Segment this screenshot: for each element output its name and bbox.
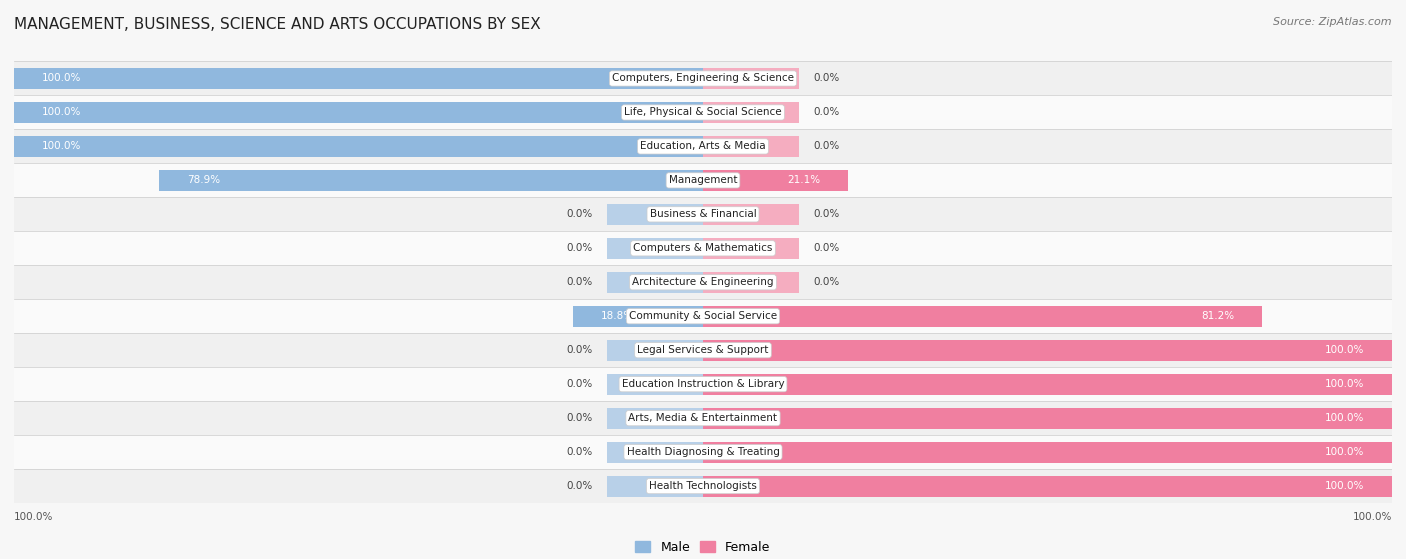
Bar bbox=[703, 204, 800, 225]
Text: Health Diagnosing & Treating: Health Diagnosing & Treating bbox=[627, 447, 779, 457]
Text: 0.0%: 0.0% bbox=[813, 141, 839, 151]
Text: 78.9%: 78.9% bbox=[187, 176, 221, 186]
Text: 100.0%: 100.0% bbox=[1324, 345, 1364, 355]
Text: Architecture & Engineering: Architecture & Engineering bbox=[633, 277, 773, 287]
Bar bbox=[159, 170, 703, 191]
Text: 0.0%: 0.0% bbox=[567, 413, 593, 423]
Text: 100.0%: 100.0% bbox=[1324, 447, 1364, 457]
Bar bbox=[606, 373, 703, 395]
Text: 100.0%: 100.0% bbox=[42, 107, 82, 117]
Bar bbox=[703, 238, 800, 259]
Text: 0.0%: 0.0% bbox=[813, 243, 839, 253]
Bar bbox=[14, 68, 703, 89]
Bar bbox=[606, 442, 703, 463]
Text: 0.0%: 0.0% bbox=[567, 447, 593, 457]
Bar bbox=[703, 442, 1392, 463]
Bar bbox=[14, 333, 1392, 367]
Text: 0.0%: 0.0% bbox=[813, 73, 839, 83]
Bar bbox=[703, 68, 800, 89]
Text: 0.0%: 0.0% bbox=[567, 379, 593, 389]
Text: Legal Services & Support: Legal Services & Support bbox=[637, 345, 769, 355]
Text: 100.0%: 100.0% bbox=[42, 73, 82, 83]
Bar bbox=[703, 408, 1392, 429]
Text: Management: Management bbox=[669, 176, 737, 186]
Text: 0.0%: 0.0% bbox=[813, 277, 839, 287]
Bar bbox=[703, 170, 848, 191]
Bar bbox=[703, 476, 1392, 496]
Bar bbox=[703, 102, 800, 123]
Bar bbox=[14, 299, 1392, 333]
Text: 0.0%: 0.0% bbox=[813, 210, 839, 219]
Bar bbox=[14, 435, 1392, 469]
Bar bbox=[14, 266, 1392, 299]
Bar bbox=[606, 238, 703, 259]
Bar bbox=[606, 408, 703, 429]
Text: 0.0%: 0.0% bbox=[813, 107, 839, 117]
Text: 0.0%: 0.0% bbox=[567, 345, 593, 355]
Text: 100.0%: 100.0% bbox=[14, 511, 53, 522]
Text: 100.0%: 100.0% bbox=[42, 141, 82, 151]
Bar bbox=[703, 136, 800, 157]
Legend: Male, Female: Male, Female bbox=[630, 536, 776, 558]
Bar bbox=[14, 61, 1392, 96]
Bar bbox=[703, 373, 1392, 395]
Bar bbox=[703, 272, 800, 293]
Text: 100.0%: 100.0% bbox=[1353, 511, 1392, 522]
Text: 100.0%: 100.0% bbox=[1324, 413, 1364, 423]
Bar bbox=[14, 130, 1392, 163]
Bar bbox=[574, 306, 703, 327]
Text: Computers, Engineering & Science: Computers, Engineering & Science bbox=[612, 73, 794, 83]
Text: 0.0%: 0.0% bbox=[567, 210, 593, 219]
Text: Source: ZipAtlas.com: Source: ZipAtlas.com bbox=[1274, 17, 1392, 27]
Bar bbox=[14, 401, 1392, 435]
Bar bbox=[14, 469, 1392, 503]
Text: 18.8%: 18.8% bbox=[600, 311, 634, 321]
Bar bbox=[14, 136, 703, 157]
Text: 21.1%: 21.1% bbox=[787, 176, 821, 186]
Text: 0.0%: 0.0% bbox=[567, 481, 593, 491]
Bar bbox=[14, 231, 1392, 266]
Text: 100.0%: 100.0% bbox=[1324, 379, 1364, 389]
Text: Health Technologists: Health Technologists bbox=[650, 481, 756, 491]
Bar bbox=[14, 163, 1392, 197]
Text: Business & Financial: Business & Financial bbox=[650, 210, 756, 219]
Bar bbox=[606, 204, 703, 225]
Text: Computers & Mathematics: Computers & Mathematics bbox=[633, 243, 773, 253]
Text: Education, Arts & Media: Education, Arts & Media bbox=[640, 141, 766, 151]
Bar bbox=[14, 197, 1392, 231]
Bar bbox=[606, 272, 703, 293]
Text: Arts, Media & Entertainment: Arts, Media & Entertainment bbox=[628, 413, 778, 423]
Text: 81.2%: 81.2% bbox=[1202, 311, 1234, 321]
Text: 100.0%: 100.0% bbox=[1324, 481, 1364, 491]
Text: 0.0%: 0.0% bbox=[567, 277, 593, 287]
Bar bbox=[606, 340, 703, 361]
Text: MANAGEMENT, BUSINESS, SCIENCE AND ARTS OCCUPATIONS BY SEX: MANAGEMENT, BUSINESS, SCIENCE AND ARTS O… bbox=[14, 17, 541, 32]
Bar bbox=[703, 306, 1263, 327]
Text: Community & Social Service: Community & Social Service bbox=[628, 311, 778, 321]
Bar bbox=[14, 96, 1392, 130]
Text: Life, Physical & Social Science: Life, Physical & Social Science bbox=[624, 107, 782, 117]
Text: 0.0%: 0.0% bbox=[567, 243, 593, 253]
Text: Education Instruction & Library: Education Instruction & Library bbox=[621, 379, 785, 389]
Bar bbox=[14, 102, 703, 123]
Bar bbox=[14, 367, 1392, 401]
Bar bbox=[606, 476, 703, 496]
Bar bbox=[703, 340, 1392, 361]
